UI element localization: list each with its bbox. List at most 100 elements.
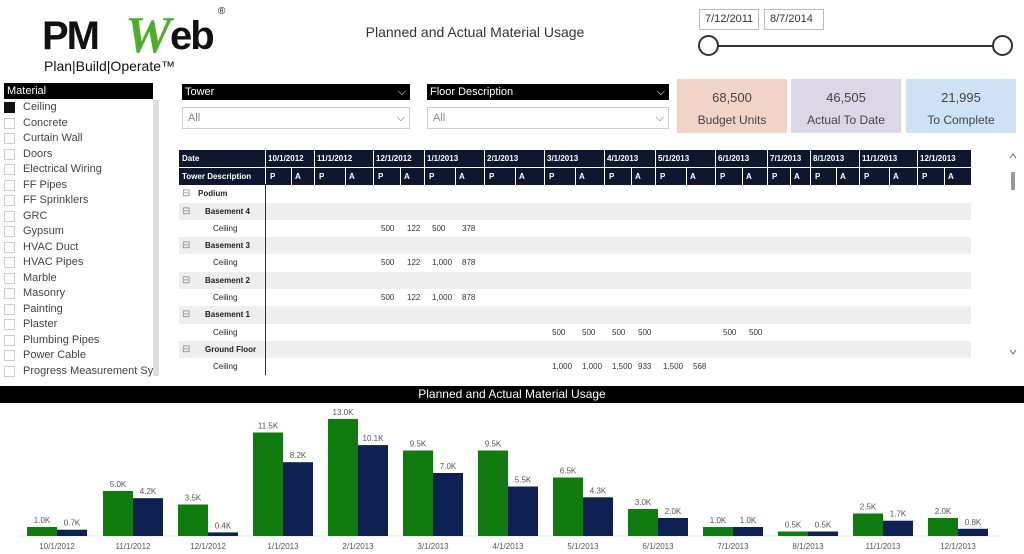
date-slider-start-handle[interactable] — [698, 35, 719, 56]
material-checkbox[interactable] — [4, 334, 15, 346]
material-item[interactable]: Marble — [4, 271, 154, 287]
tower-dropdown[interactable]: All ⌵ — [182, 107, 410, 129]
matrix-actual-col: A — [690, 172, 696, 182]
material-item[interactable]: FF Pipes — [4, 178, 154, 194]
collapse-icon[interactable]: ⊟ — [182, 309, 191, 321]
scroll-up-icon[interactable] — [1009, 153, 1017, 159]
material-item[interactable]: Doors — [4, 147, 154, 163]
matrix-date-col[interactable]: 2/1/2013 — [487, 154, 519, 163]
material-checkbox[interactable] — [4, 319, 15, 331]
material-item[interactable]: FF Sprinklers — [4, 193, 154, 209]
matrix-date-col[interactable]: 11/1/2013 — [862, 154, 898, 163]
material-item[interactable]: Plumbing Pipes — [4, 333, 154, 349]
material-item[interactable]: Ceiling — [4, 100, 154, 116]
matrix-date-col[interactable]: 11/1/2012 — [317, 154, 353, 163]
collapse-icon[interactable]: ⊟ — [182, 188, 191, 200]
bar-actual[interactable] — [658, 518, 688, 536]
bar-actual[interactable] — [808, 531, 838, 537]
matrix-date-col[interactable]: 5/1/2013 — [658, 154, 690, 163]
bar-planned[interactable] — [478, 450, 508, 537]
bar-actual[interactable] — [133, 498, 163, 536]
matrix-date-header: Date 10/1/2012 11/1/2012 12/1/2012 1/1/2013 2… — [179, 150, 971, 168]
matrix-date-col[interactable]: 1/1/2013 — [427, 154, 459, 163]
bar-actual[interactable] — [283, 462, 313, 536]
matrix-date-col[interactable]: 3/1/2013 — [547, 154, 579, 163]
material-checkbox[interactable] — [4, 288, 15, 300]
matrix-date-col[interactable]: 12/1/2012 — [376, 154, 412, 163]
bar-actual[interactable] — [733, 527, 763, 536]
material-checkbox[interactable] — [4, 164, 15, 176]
bar-planned[interactable] — [253, 432, 283, 537]
material-item[interactable]: Gypsum — [4, 224, 154, 240]
bar-actual[interactable] — [433, 473, 463, 536]
matrix-date-col[interactable]: 8/1/2013 — [813, 154, 845, 163]
bar-planned[interactable] — [853, 513, 883, 537]
matrix-date-col[interactable]: 4/1/2013 — [607, 154, 639, 163]
matrix-row-label: Ceiling — [213, 293, 238, 303]
bar-planned[interactable] — [928, 518, 958, 536]
material-scrollbar[interactable] — [153, 100, 159, 376]
material-checkbox[interactable] — [4, 226, 15, 238]
bar-planned[interactable] — [403, 450, 433, 537]
material-checkbox[interactable] — [4, 102, 15, 114]
bar-actual[interactable] — [208, 532, 238, 536]
end-date-input[interactable]: 8/7/2014 — [764, 9, 824, 30]
floor-slicer-title: Floor Description — [430, 86, 514, 98]
material-item[interactable]: Progress Measurement Sys — [4, 364, 154, 378]
material-checkbox[interactable] — [4, 133, 15, 145]
matrix-date-col[interactable]: 7/1/2013 — [770, 154, 802, 163]
material-item[interactable]: Masonry — [4, 286, 154, 302]
material-item[interactable]: Electrical Wiring — [4, 162, 154, 178]
material-item[interactable]: Power Cable — [4, 348, 154, 364]
material-item[interactable]: GRC — [4, 209, 154, 225]
material-item[interactable]: Plaster — [4, 317, 154, 333]
tower-slicer-header[interactable]: Tower ⌵ — [182, 84, 410, 100]
matrix-scrollbar[interactable] — [1008, 150, 1018, 358]
x-tick-label: 3/1/2013 — [417, 542, 449, 551]
matrix-scroll-thumb[interactable] — [1011, 172, 1015, 190]
material-checkbox[interactable] — [4, 210, 15, 222]
bar-planned[interactable] — [703, 527, 733, 536]
material-item[interactable]: HVAC Duct — [4, 240, 154, 256]
material-item[interactable]: HVAC Pipes — [4, 255, 154, 271]
matrix-date-col[interactable]: 12/1/2013 — [920, 154, 956, 163]
bar-actual[interactable] — [883, 520, 913, 536]
material-checkbox[interactable] — [4, 365, 15, 377]
material-checkbox[interactable] — [4, 350, 15, 362]
date-slider-end-handle[interactable] — [992, 35, 1013, 56]
matrix-date-col[interactable]: 6/1/2013 — [718, 154, 750, 163]
material-checkbox[interactable] — [4, 257, 15, 269]
start-date-input[interactable]: 7/12/2011 — [699, 9, 759, 30]
collapse-icon[interactable]: ⊟ — [182, 274, 191, 286]
matrix-date-col[interactable]: 10/1/2012 — [268, 154, 304, 163]
bar-planned[interactable] — [178, 504, 208, 537]
material-checkbox[interactable] — [4, 272, 15, 284]
bar-planned[interactable] — [103, 491, 133, 536]
scroll-down-icon[interactable] — [1009, 349, 1017, 355]
floor-slicer-header[interactable]: Floor Description ⌵ — [427, 84, 669, 100]
bar-actual[interactable] — [508, 486, 538, 537]
bar-actual[interactable] — [583, 497, 613, 536]
material-checkbox[interactable] — [4, 241, 15, 253]
bar-planned[interactable] — [27, 527, 57, 536]
bar-planned[interactable] — [328, 419, 358, 536]
material-checkbox[interactable] — [4, 195, 15, 207]
material-checkbox[interactable] — [4, 303, 15, 315]
material-checkbox[interactable] — [4, 117, 15, 129]
date-slider-track[interactable] — [708, 45, 1004, 47]
collapse-icon[interactable]: ⊟ — [182, 343, 191, 355]
bar-planned[interactable] — [553, 477, 583, 537]
collapse-icon[interactable]: ⊟ — [182, 205, 191, 217]
floor-dropdown[interactable]: All ⌵ — [427, 107, 669, 129]
material-checkbox[interactable] — [4, 179, 15, 191]
bar-actual[interactable] — [958, 528, 988, 536]
material-item[interactable]: Curtain Wall — [4, 131, 154, 147]
bar-actual[interactable] — [358, 445, 388, 536]
material-item[interactable]: Concrete — [4, 116, 154, 132]
bar-planned[interactable] — [778, 531, 808, 537]
bar-actual[interactable] — [57, 529, 87, 536]
material-checkbox[interactable] — [4, 148, 15, 160]
material-item[interactable]: Painting — [4, 302, 154, 318]
collapse-icon[interactable]: ⊟ — [182, 240, 191, 252]
bar-planned[interactable] — [628, 509, 658, 536]
